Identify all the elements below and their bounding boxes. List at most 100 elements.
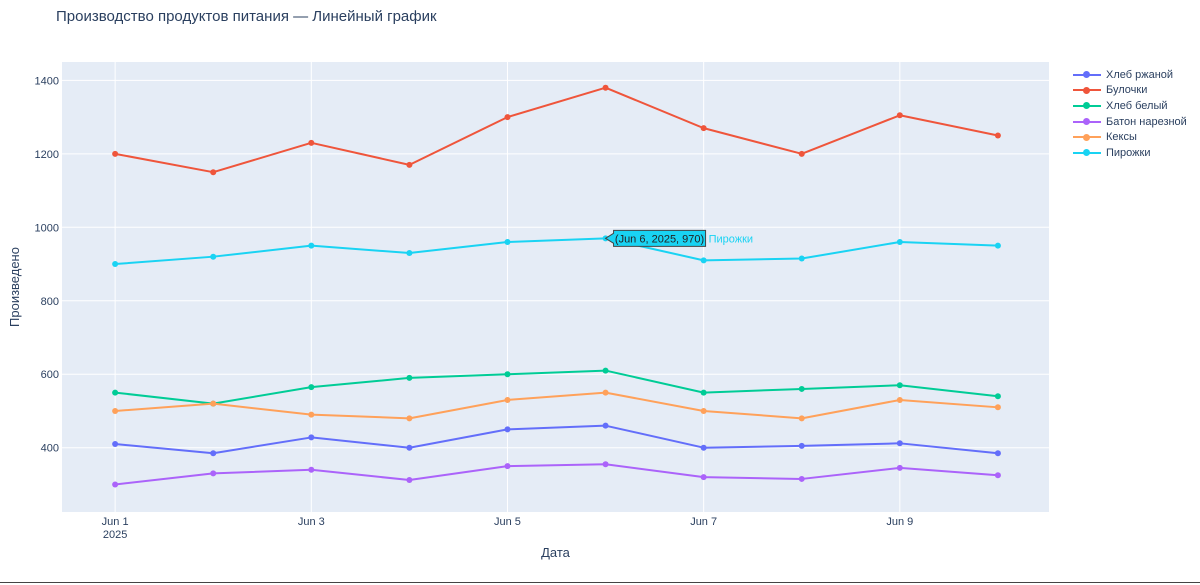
legend-item[interactable]: Пирожки [1072,145,1187,161]
data-point[interactable] [700,474,707,481]
legend: Хлеб ржаной Булочки Хлеб белый Батон нарезн… [1072,67,1187,161]
data-point[interactable] [406,250,413,257]
legend-item[interactable]: Хлеб белый [1072,98,1187,114]
legend-item[interactable]: Булочки [1072,83,1187,99]
data-point[interactable] [504,426,511,433]
hover-tooltip-text: (Jun 6, 2025, 970) [615,233,704,245]
data-point[interactable] [602,84,609,91]
legend-swatch [1072,84,1102,96]
legend-swatch [1072,69,1102,81]
data-point[interactable] [798,442,805,449]
data-point[interactable] [308,434,315,441]
legend-label: Батон нарезной [1106,115,1187,128]
data-point[interactable] [406,374,413,381]
data-point[interactable] [602,367,609,374]
data-point[interactable] [504,463,511,470]
data-point[interactable] [112,389,119,396]
data-point[interactable] [700,444,707,451]
data-point[interactable] [994,404,1001,411]
data-point[interactable] [210,169,217,176]
data-point[interactable] [798,415,805,422]
legend-swatch [1072,116,1102,128]
x-tick-label: Jun 9 [886,516,913,528]
bottom-divider [0,582,1200,583]
data-point[interactable] [994,242,1001,249]
data-point[interactable] [210,253,217,260]
data-point[interactable] [896,382,903,389]
x-tick-label: Jun 3 [298,516,325,528]
series-line-3[interactable] [115,463,998,486]
data-point[interactable] [210,470,217,477]
data-point[interactable] [406,415,413,422]
data-point[interactable] [896,396,903,403]
legend-label: Хлеб белый [1106,99,1168,112]
data-point[interactable] [602,461,609,468]
y-tick-label: 600 [41,369,59,381]
legend-item[interactable]: Кексы [1072,129,1187,145]
data-point[interactable] [798,150,805,157]
x-tick-label: Jun 1 [102,516,129,528]
data-point[interactable] [504,396,511,403]
series-line-2[interactable] [115,369,999,405]
y-tick-label: 1200 [35,149,59,161]
data-point[interactable] [994,393,1001,400]
data-point[interactable] [994,450,1001,457]
legend-label: Хлеб ржаной [1106,68,1174,81]
y-tick-label: 400 [41,443,59,455]
data-point[interactable] [798,385,805,392]
data-point[interactable] [504,114,511,121]
data-point[interactable] [896,440,903,447]
data-point[interactable] [798,475,805,482]
y-tick-label: 1400 [35,75,59,87]
y-tick-label: 800 [41,296,59,308]
data-point[interactable] [700,125,707,132]
data-point[interactable] [112,407,119,414]
chart-title: Производство продуктов питания — Линейны… [56,8,437,25]
data-point[interactable] [504,239,511,245]
x-tick-label: Jun 7 [690,516,717,528]
data-point[interactable] [602,422,609,429]
data-point[interactable] [406,161,413,168]
series-line-4[interactable] [115,391,998,420]
data-point[interactable] [112,481,119,488]
legend-label: Пирожки [1106,146,1151,159]
data-point[interactable] [308,384,315,391]
x-tick-year-label: 2025 [103,529,127,541]
series-line-0[interactable] [115,424,999,455]
data-point[interactable] [112,150,119,157]
data-point[interactable] [896,112,903,119]
data-point[interactable] [308,139,315,146]
data-point[interactable] [700,407,707,414]
data-point[interactable] [308,242,315,249]
data-point[interactable] [504,371,511,378]
legend-item[interactable]: Хлеб ржаной [1072,67,1187,83]
data-point[interactable] [602,389,609,396]
legend-item[interactable]: Батон нарезной [1072,114,1187,130]
data-point[interactable] [406,477,413,484]
data-point[interactable] [210,400,217,407]
data-point[interactable] [798,255,805,262]
data-point[interactable] [210,450,217,457]
x-tick-label: Jun 5 [494,516,521,528]
hover-series-label: Пирожки [709,233,753,245]
data-point[interactable] [308,411,315,418]
data-point[interactable] [112,441,119,448]
series-line-5[interactable] [115,237,998,266]
data-point[interactable] [308,466,315,473]
data-point[interactable] [994,132,1001,139]
y-axis-title: Произведено [7,247,22,327]
x-axis-title: Дата [541,545,571,560]
series-line-1[interactable] [114,86,999,174]
y-tick-label: 1000 [35,222,59,234]
legend-swatch [1072,131,1102,143]
data-point[interactable] [994,472,1001,479]
data-point[interactable] [896,464,903,471]
legend-label: Булочки [1106,84,1148,97]
data-point[interactable] [700,389,707,396]
data-point[interactable] [406,444,413,451]
data-point[interactable] [700,257,707,264]
data-point[interactable] [112,261,119,268]
data-point[interactable] [896,239,903,245]
